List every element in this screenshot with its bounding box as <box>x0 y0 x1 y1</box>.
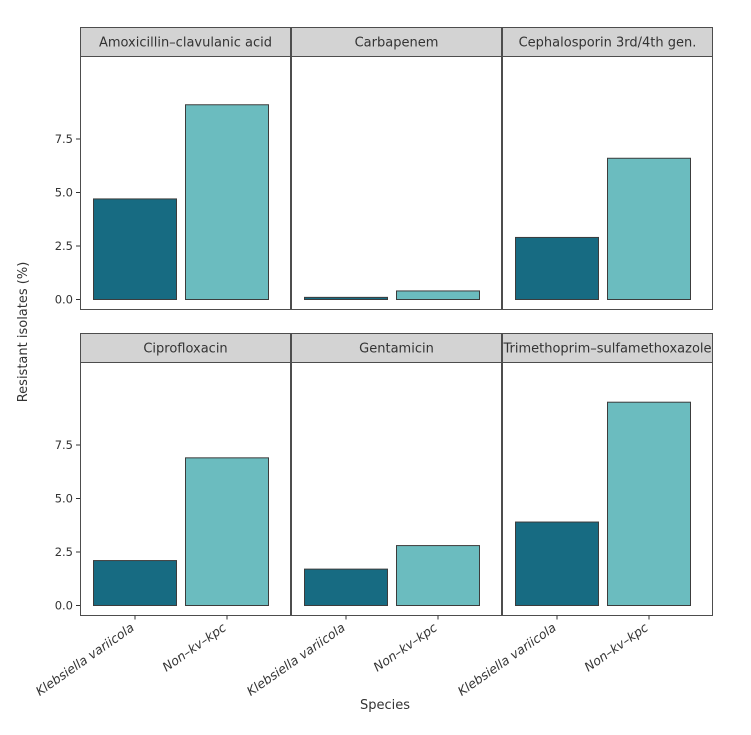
bar-non-kv-kpc <box>396 545 480 607</box>
facet-strip <box>80 27 291 57</box>
facet-panel-gentamicin: Gentamicin Klebsiella variicola Non–kv–kpc <box>244 333 502 699</box>
x-tick-label: Non–kv–kpc <box>370 620 439 675</box>
x-tick-label: Klebsiella variicola <box>244 620 348 699</box>
facet-strip <box>502 333 713 363</box>
facet-panel-amoxicillin-clavulanic-acid: Amoxicillin–clavulanic acid 0.0 2.5 5.0 7.5 <box>55 27 291 310</box>
facet-title: Cephalosporin 3rd/4th gen. <box>519 36 697 51</box>
bar-non-kv-kpc <box>607 401 691 607</box>
facet-strip <box>291 27 502 57</box>
facet-title: Ciprofloxacin <box>143 342 227 357</box>
facet-title: Trimethoprim–sulfamethoxazole <box>502 342 711 357</box>
x-axis-title: Species <box>360 698 410 713</box>
y-tick-label: 5.0 <box>55 492 73 506</box>
bar-non-kv-kpc <box>607 157 691 300</box>
facet-strip <box>502 27 713 57</box>
bar-non-kv-kpc <box>185 104 269 301</box>
x-tick-label: Klebsiella variicola <box>455 620 559 699</box>
bar-non-kv-kpc <box>396 290 480 301</box>
y-tick-label: 2.5 <box>55 239 73 253</box>
y-tick-label: 7.5 <box>55 132 73 146</box>
facet-title: Gentamicin <box>359 342 434 357</box>
facet-panel-ciprofloxacin: Ciprofloxacin 0.0 2.5 5.0 7.5 Klebsiella vari… <box>33 333 291 699</box>
x-tick-label: Non–kv–kpc <box>581 620 650 675</box>
facet-strip <box>80 333 291 363</box>
bar-klebsiella-variicola <box>515 521 599 606</box>
y-tick-label: 0.0 <box>55 293 73 307</box>
facet-title: Carbapenem <box>355 36 439 51</box>
y-axis-title: Resistant isolates (%) <box>16 262 31 403</box>
bar-klebsiella-variicola <box>304 568 388 606</box>
bar-klebsiella-variicola <box>304 296 388 300</box>
x-tick-label: Klebsiella variicola <box>33 620 137 699</box>
y-tick-label: 0.0 <box>55 599 73 613</box>
bar-klebsiella-variicola <box>515 236 599 301</box>
x-tick-label: Non–kv–kpc <box>159 620 228 675</box>
bar-klebsiella-variicola <box>93 560 177 606</box>
facet-panel-carbapenem: Carbapenem <box>291 27 502 310</box>
y-tick-label: 2.5 <box>55 545 73 559</box>
bar-non-kv-kpc <box>185 457 269 606</box>
facet-panel-cephalosporin-3rd-4th-gen: Cephalosporin 3rd/4th gen. <box>502 27 713 310</box>
plot-panel <box>291 56 502 310</box>
y-tick-label: 5.0 <box>55 186 73 200</box>
facet-title: Amoxicillin–clavulanic acid <box>99 36 272 51</box>
bar-klebsiella-variicola <box>93 198 177 300</box>
y-tick-label: 7.5 <box>55 438 73 452</box>
